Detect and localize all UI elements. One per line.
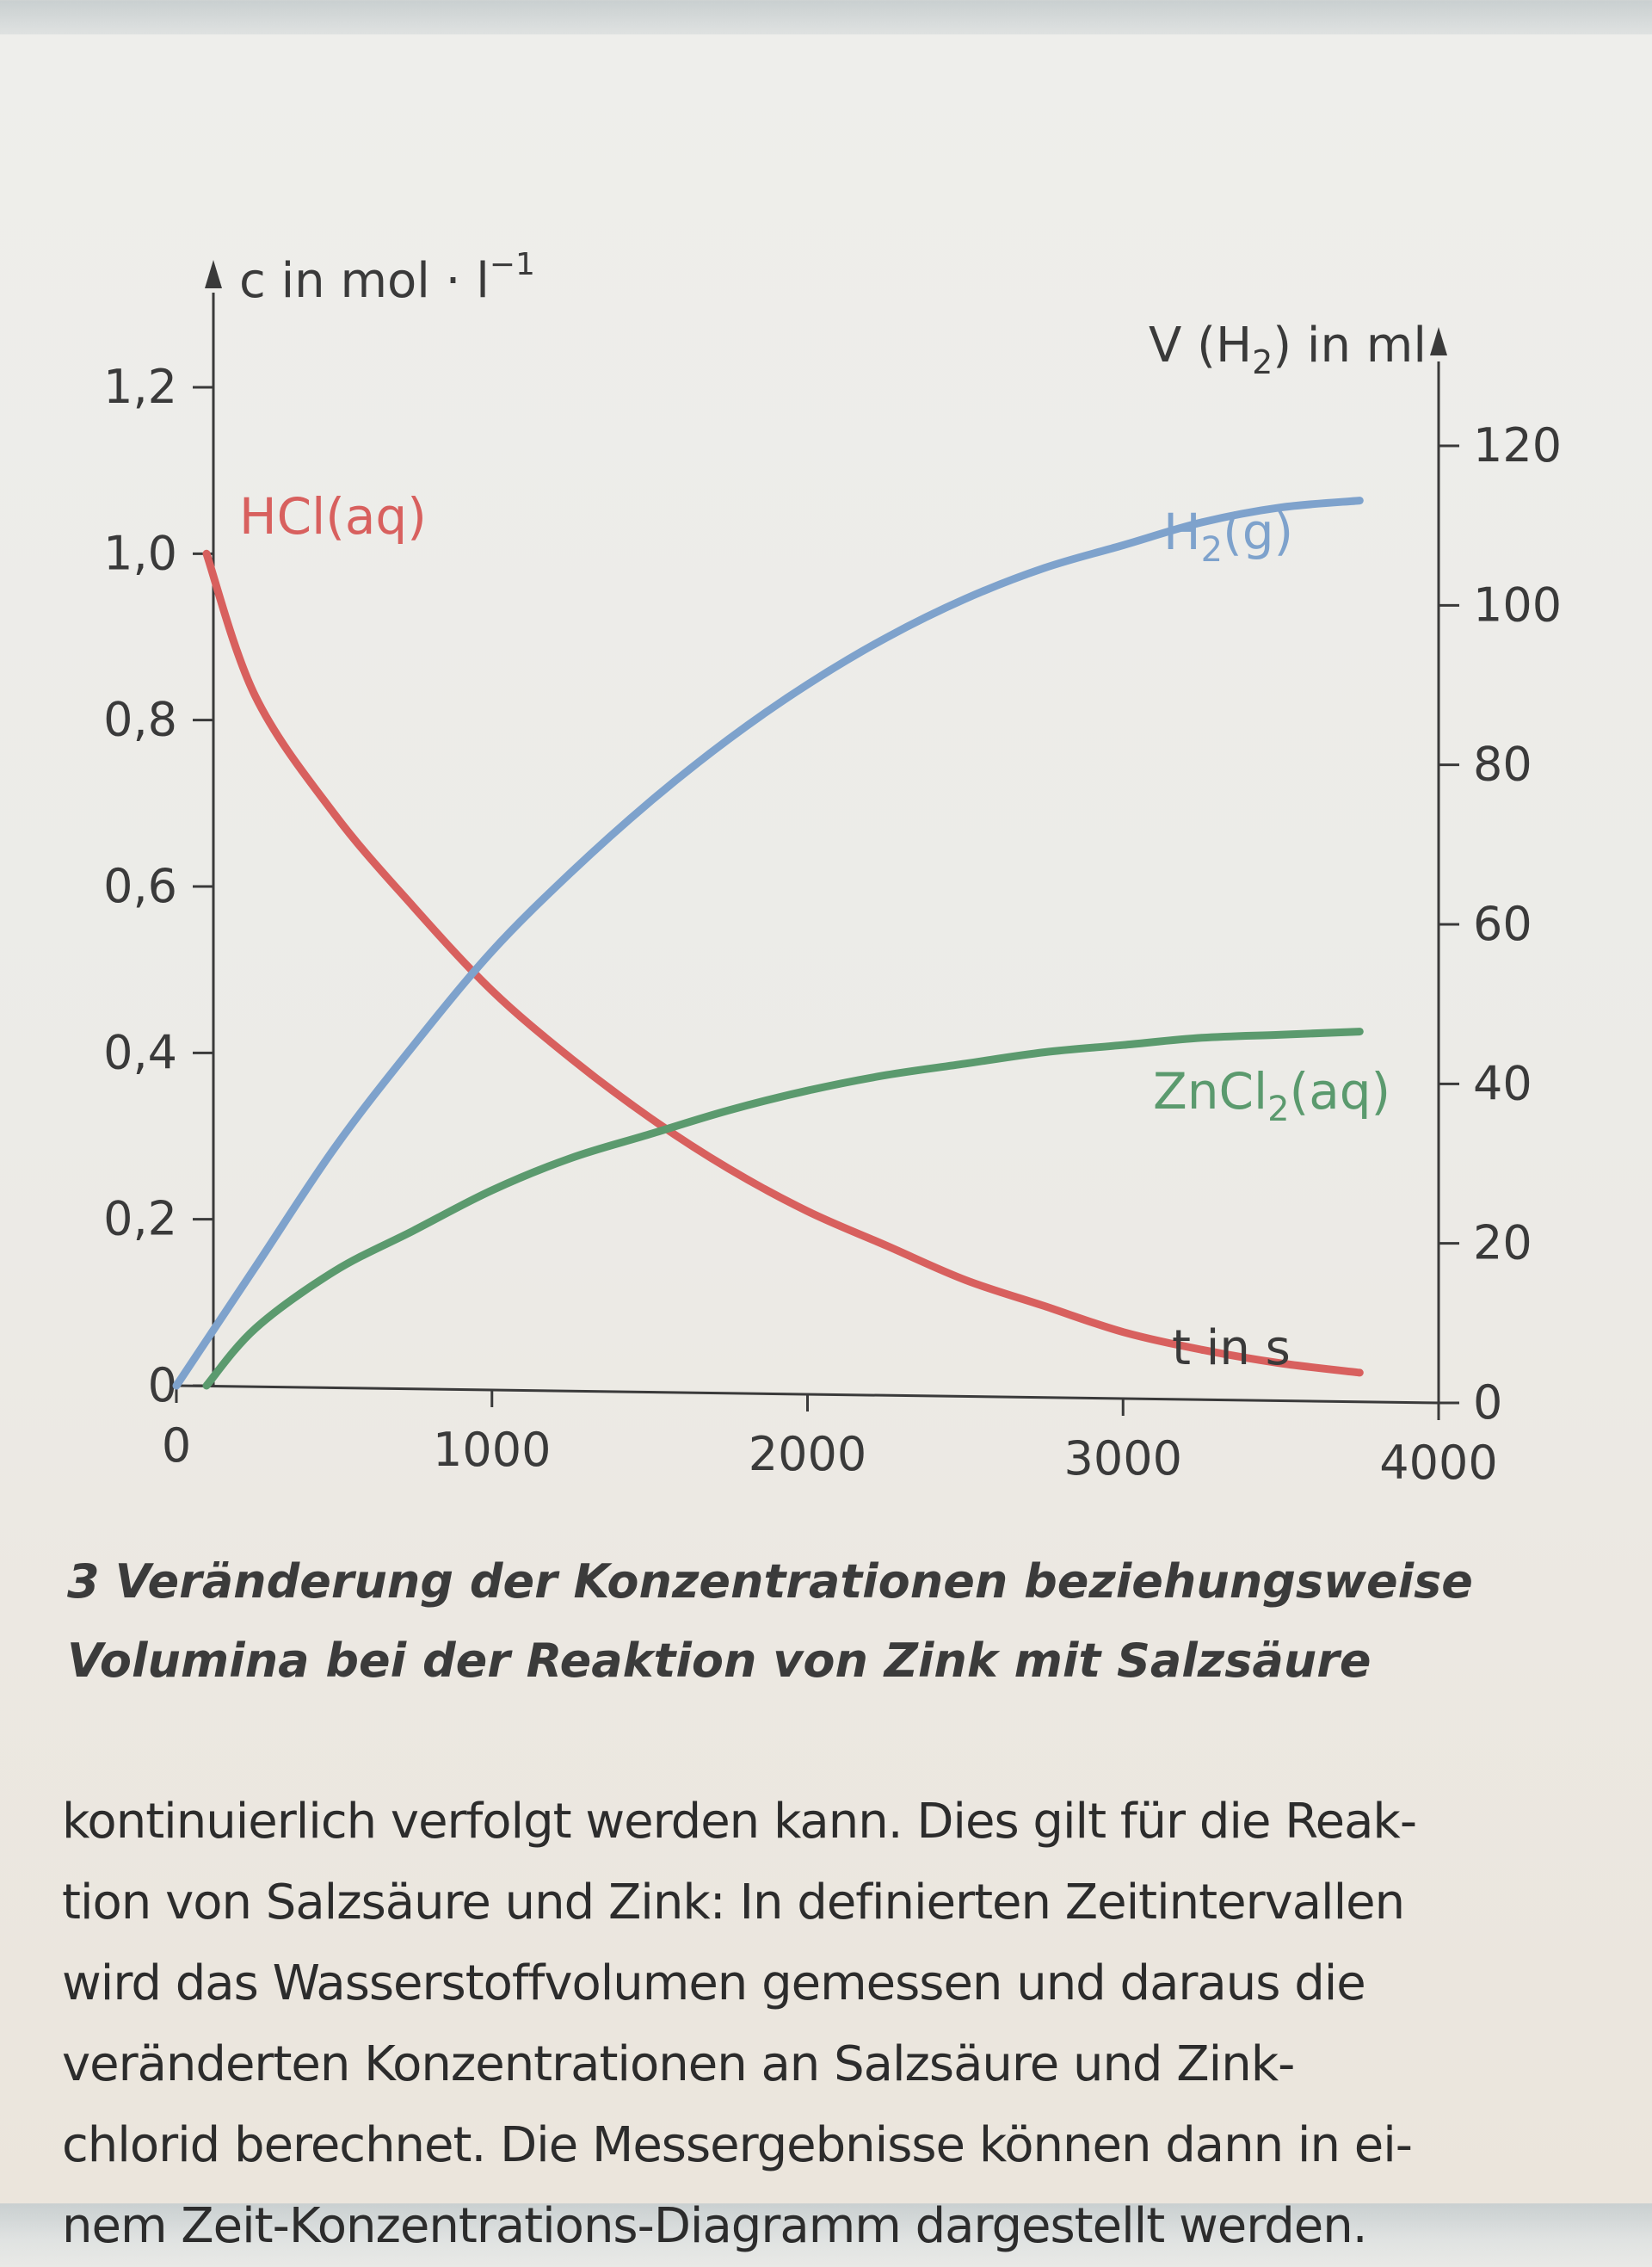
- right-tick-label: 60: [1473, 897, 1532, 951]
- x-tick-label: 2000: [749, 1427, 866, 1481]
- body-line-3: wird das Wasserstoffvolumen gemessen und…: [62, 1955, 1366, 2011]
- chart: 0 0,2 0,4 0,6 0,8 1,0 1,2 0 20 40 60 80 100 120 0 100…: [103, 247, 1562, 1490]
- right-axis-title: V (H2) in ml: [1149, 318, 1427, 381]
- body-line-1: kontinuierlich verfolgt werden kann. Die…: [62, 1794, 1417, 1850]
- right-tick-label: 100: [1473, 578, 1562, 632]
- right-tick-label: 80: [1473, 738, 1532, 792]
- body-paragraph: kontinuierlich verfolgt werden kann. Die…: [62, 1782, 1542, 2267]
- left-axis-title: c in mol · l−1: [239, 247, 535, 309]
- right-axis-ticks: 0 20 40 60 80 100 120: [1439, 418, 1562, 1430]
- series-label-hcl: HCl(aq): [239, 487, 427, 546]
- body-line-4: veränderten Konzentrationen an Salzsäure…: [62, 2036, 1295, 2092]
- right-axis-arrow: [1430, 327, 1447, 355]
- book-page: 0 0,2 0,4 0,6 0,8 1,0 1,2 0 20 40 60 80 100 120 0 100…: [0, 34, 1652, 2254]
- caption-line-2: Volumina bei der Reaktion von Zink mit S…: [67, 1634, 1372, 1688]
- right-tick-label: 40: [1473, 1056, 1532, 1110]
- right-tick-label: 120: [1473, 418, 1562, 473]
- series-label-zncl2: ZnCl2(aq): [1153, 1062, 1390, 1129]
- x-axis-ticks: 0 1000 2000 3000 4000: [162, 1386, 1498, 1490]
- caption-line-1: 3 Veränderung der Konzentrationen beziehu…: [67, 1542, 1581, 1621]
- x-tick-label: 3000: [1064, 1431, 1182, 1486]
- left-tick-label: 0,4: [103, 1025, 177, 1079]
- left-tick-label: 0,8: [103, 693, 177, 747]
- left-tick-label: 0,6: [103, 859, 177, 913]
- left-tick-label: 0,2: [103, 1192, 177, 1246]
- body-line-6: nem Zeit-Konzentrations-Diagramm dargest…: [62, 2198, 1368, 2254]
- series-label-h2: H2(g): [1163, 503, 1293, 570]
- figure-caption: 3 Veränderung der Konzentrationen beziehu…: [67, 1542, 1581, 1701]
- x-tick-label: 4000: [1379, 1436, 1497, 1490]
- left-tick-label: 0: [148, 1358, 177, 1412]
- body-line-2: tion von Salzsäure und Zink: In definier…: [62, 1875, 1405, 1930]
- body-line-5: chlorid berechnet. Die Messergebnisse kö…: [62, 2117, 1413, 2173]
- series-line-h2: [172, 497, 1364, 1390]
- x-axis-title: t in s: [1172, 1320, 1291, 1376]
- right-tick-label: 20: [1473, 1216, 1532, 1270]
- left-tick-label: 1,2: [103, 360, 177, 414]
- series-lines: [172, 497, 1364, 1390]
- series-line-zncl2: [202, 1028, 1364, 1390]
- left-axis-ticks: 0 0,2 0,4 0,6 0,8 1,0 1,2: [103, 360, 213, 1412]
- left-axis-arrow: [205, 260, 222, 288]
- left-tick-label: 1,0: [103, 526, 177, 580]
- series-line-hcl: [202, 549, 1364, 1377]
- caption-text-1: Veränderung der Konzentrationen beziehun…: [114, 1554, 1473, 1609]
- x-tick-label: 0: [162, 1418, 191, 1473]
- right-tick-label: 0: [1473, 1375, 1502, 1430]
- figure-number: 3: [67, 1554, 100, 1609]
- x-tick-label: 1000: [433, 1423, 551, 1477]
